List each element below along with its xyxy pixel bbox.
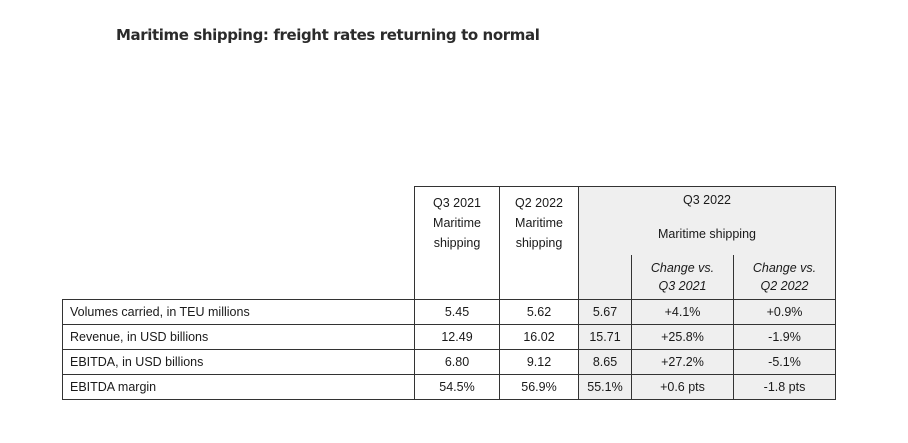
cell-change-vs-q3-2021: +4.1% [632,300,734,325]
header-q3-2021-segment-line2: shipping [415,233,499,253]
header-row-top: Q3 2021 Maritime shipping Q2 2022 Mariti… [63,187,836,256]
cell-change-vs-q3-2021: +27.2% [632,350,734,375]
cell-change-vs-q2-2022: +0.9% [734,300,836,325]
cell-change-vs-q2-2022: -1.8 pts [734,375,836,400]
results-table: Q3 2021 Maritime shipping Q2 2022 Mariti… [62,186,836,400]
header-q2-2022-segment-line1: Maritime [500,213,578,233]
page-title: Maritime shipping: freight rates returni… [116,26,539,44]
cell-change-vs-q2-2022: -5.1% [734,350,836,375]
header-change-vs-q2-2022-line2: Q2 2022 [734,277,835,295]
cell-q3-2021: 12.49 [415,325,500,350]
results-table-wrapper: Q3 2021 Maritime shipping Q2 2022 Mariti… [62,186,836,400]
cell-q3-2022: 55.1% [579,375,632,400]
cell-q2-2022: 56.9% [500,375,579,400]
header-change-vs-q3-2021-line1: Change vs. [632,259,733,277]
cell-q3-2022: 5.67 [579,300,632,325]
row-label: Revenue, in USD billions [63,325,415,350]
row-label: EBITDA margin [63,375,415,400]
row-label: Volumes carried, in TEU millions [63,300,415,325]
header-q2-2022: Q2 2022 Maritime shipping [500,187,579,300]
header-change-vs-q2-2022: Change vs. Q2 2022 [734,255,836,300]
table-row: EBITDA margin 54.5% 56.9% 55.1% +0.6 pts… [63,375,836,400]
cell-change-vs-q2-2022: -1.9% [734,325,836,350]
header-q2-2022-segment-line2: shipping [500,233,578,253]
cell-q3-2021: 5.45 [415,300,500,325]
cell-q3-2021: 6.80 [415,350,500,375]
header-q3-2021: Q3 2021 Maritime shipping [415,187,500,300]
header-q3-2022: Q3 2022 Maritime shipping [579,187,836,256]
cell-q2-2022: 16.02 [500,325,579,350]
header-change-vs-q3-2021-line2: Q3 2021 [632,277,733,295]
cell-q3-2022: 8.65 [579,350,632,375]
cell-change-vs-q3-2021: +0.6 pts [632,375,734,400]
cell-change-vs-q3-2021: +25.8% [632,325,734,350]
row-label: EBITDA, in USD billions [63,350,415,375]
header-change-vs-q3-2021: Change vs. Q3 2021 [632,255,734,300]
header-blank-cell [63,187,415,300]
header-q3-2022-segment: Maritime shipping [579,227,835,241]
table-row: Volumes carried, in TEU millions 5.45 5.… [63,300,836,325]
cell-q2-2022: 5.62 [500,300,579,325]
header-q2-2022-period: Q2 2022 [500,193,578,213]
header-q3-2022-value-spacer [579,255,632,300]
header-q3-2022-period: Q3 2022 [579,187,835,207]
table-row: EBITDA, in USD billions 6.80 9.12 8.65 +… [63,350,836,375]
header-change-vs-q2-2022-line1: Change vs. [734,259,835,277]
cell-q3-2022: 15.71 [579,325,632,350]
header-q3-2021-segment-line1: Maritime [415,213,499,233]
table-row: Revenue, in USD billions 12.49 16.02 15.… [63,325,836,350]
cell-q2-2022: 9.12 [500,350,579,375]
header-q3-2021-period: Q3 2021 [415,193,499,213]
cell-q3-2021: 54.5% [415,375,500,400]
